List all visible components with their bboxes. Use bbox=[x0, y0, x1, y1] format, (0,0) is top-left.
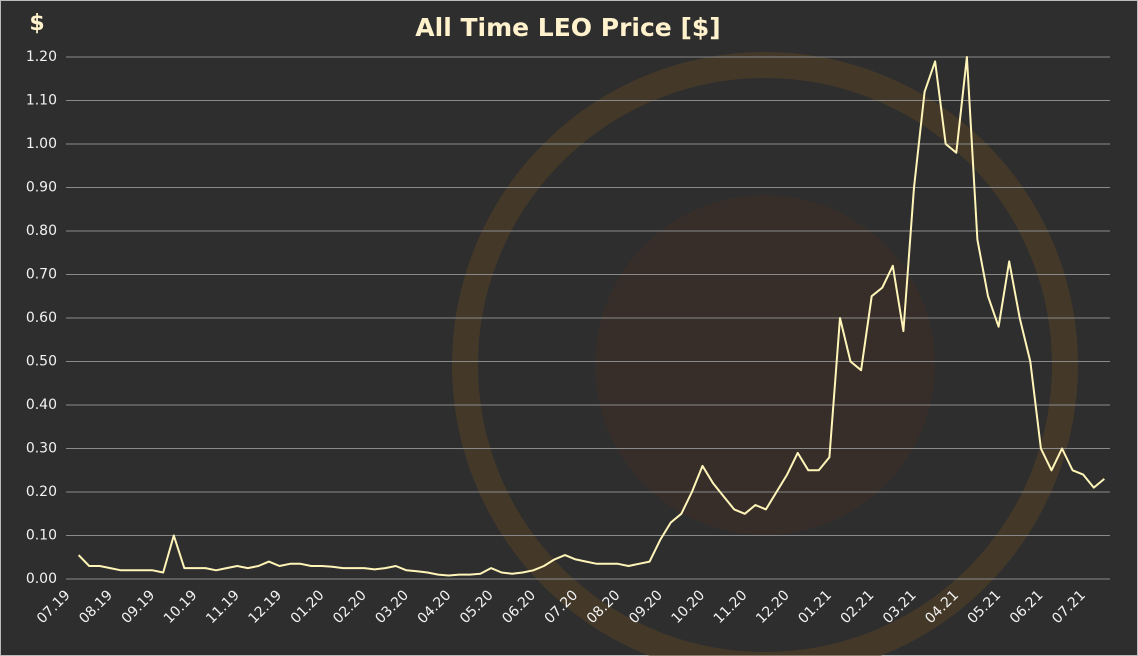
chart-title: All Time LEO Price [$] bbox=[415, 13, 720, 42]
y-tick-label: 0.30 bbox=[26, 441, 57, 457]
y-tick-label: 1.20 bbox=[26, 49, 57, 65]
y-tick-label: 0.80 bbox=[26, 223, 57, 239]
y-tick-label: 0.50 bbox=[26, 354, 57, 370]
y-tick-label: 0.70 bbox=[26, 267, 57, 283]
price-line bbox=[77, 56, 1105, 577]
y-axis-label: $ bbox=[29, 11, 44, 36]
y-tick-label: 1.00 bbox=[26, 136, 57, 152]
y-tick-label: 0.40 bbox=[26, 397, 57, 413]
y-tick-label: 0.20 bbox=[26, 484, 57, 500]
watermark-ring bbox=[452, 52, 1078, 656]
y-tick-label: 1.10 bbox=[26, 93, 57, 109]
y-tick-label: 0.00 bbox=[26, 571, 57, 587]
y-tick-label: 0.60 bbox=[26, 310, 57, 326]
y-tick-label: 0.90 bbox=[26, 180, 57, 196]
y-tick-label: 0.10 bbox=[26, 528, 57, 544]
watermark-emblem bbox=[595, 195, 935, 535]
